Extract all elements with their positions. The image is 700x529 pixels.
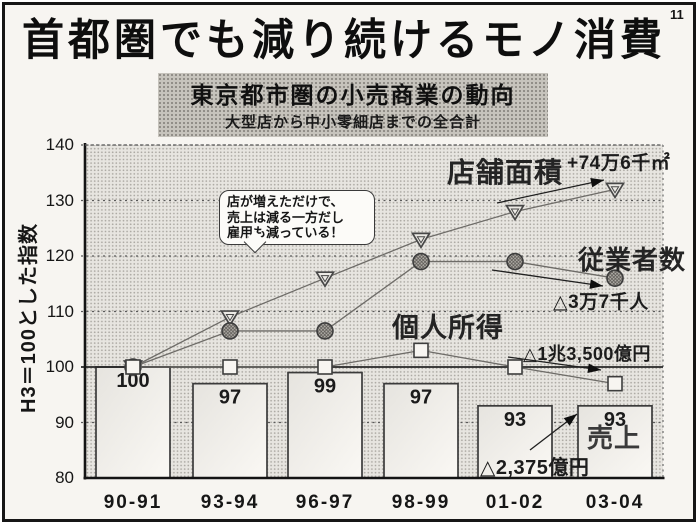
square-marker (222, 359, 238, 375)
triangle-down-marker (604, 182, 626, 200)
triangle-inner (610, 186, 620, 194)
annotation-employees-change: △3万7千人 (553, 292, 649, 313)
arrowhead (587, 363, 601, 373)
circle-marker (316, 322, 334, 340)
circle-marker (606, 269, 624, 288)
annotation-floor-area-change: +74万6千㎡ (567, 153, 671, 174)
square-marker (125, 359, 141, 375)
bar-value-label: 93 (604, 409, 626, 431)
bar-value-label: 93 (504, 409, 526, 431)
arrowhead (589, 279, 603, 289)
sales-bar (577, 405, 653, 479)
bar-value-label: 97 (410, 387, 432, 409)
arrowhead (563, 414, 577, 426)
callout-line-2: 売上は減る一方だし (227, 209, 345, 225)
sales-bar (192, 382, 268, 479)
circle-marker (506, 252, 524, 271)
square-marker (317, 359, 333, 375)
headline: 首都圏でも減り続けるモノ消費 (22, 15, 667, 65)
series-label-employees: 従業者数 (578, 245, 687, 275)
annotation-arrows (491, 178, 605, 451)
series-label-sales: 売上 (587, 423, 642, 453)
series-label-income: 個人所得 (392, 313, 504, 343)
circle-marker (221, 322, 239, 340)
y-tick-label: 90 (55, 412, 74, 432)
subtitle-box: 東京都市圏の小売商業の動向 大型店から中小零細店までの全合計 (158, 73, 548, 137)
sales-bar (287, 371, 363, 479)
annotation-sales-change: △2,375億円 (480, 457, 590, 479)
triangle-inner (510, 208, 520, 216)
callout-line-1: 店が増えただけで、 (227, 194, 344, 209)
triangle-down-marker (410, 232, 432, 249)
arrowhead (590, 178, 604, 188)
callout-bubble: 店が増えただけで、 売上は減る一方だし 雇用も減っている！ (219, 190, 375, 245)
bar-value-label: 100 (116, 370, 149, 392)
y-tick-label: 80 (55, 468, 74, 487)
square-marker (413, 342, 429, 359)
y-tick-label: 110 (46, 301, 74, 321)
bar-value-label: 99 (314, 376, 336, 398)
x-tick-label: 98-99 (391, 492, 451, 513)
triangle-inner (416, 236, 426, 244)
square-marker (607, 375, 623, 392)
triangle-down-marker (219, 310, 241, 327)
x-tick-label: 93-94 (200, 492, 260, 513)
triangle-down-marker (314, 271, 336, 288)
annotation-income-change: △1兆3,500億円 (523, 344, 651, 364)
x-tick-label: 01-02 (485, 492, 545, 513)
y-tick-label: 130 (45, 190, 74, 210)
triangle-inner (225, 313, 235, 322)
triangle-inner (320, 275, 330, 283)
line-series-2 (125, 342, 623, 392)
sales-bars: 100 97 99 97 93 93 (95, 366, 653, 479)
series-label-floor-area: 店舗面積 (447, 157, 564, 188)
bar-value-label: 97 (219, 387, 241, 409)
page-number: 11 (670, 7, 684, 22)
x-tick-label: 03-04 (585, 492, 645, 513)
subtitle-sub: 大型店から中小零細店までの全合計 (224, 114, 481, 131)
triangle-down-marker (504, 204, 526, 222)
square-marker (507, 359, 523, 375)
y-tick-label: 100 (45, 357, 74, 376)
y-tick-label: 120 (45, 246, 74, 265)
x-tick-label: 96-97 (295, 492, 355, 513)
subtitle-main: 東京都市圏の小売商業の動向 (190, 82, 516, 108)
x-tick-label: 90-91 (103, 492, 163, 513)
y-tick-label: 140 (45, 135, 74, 154)
sales-bar (383, 382, 459, 479)
circle-marker (412, 252, 430, 271)
